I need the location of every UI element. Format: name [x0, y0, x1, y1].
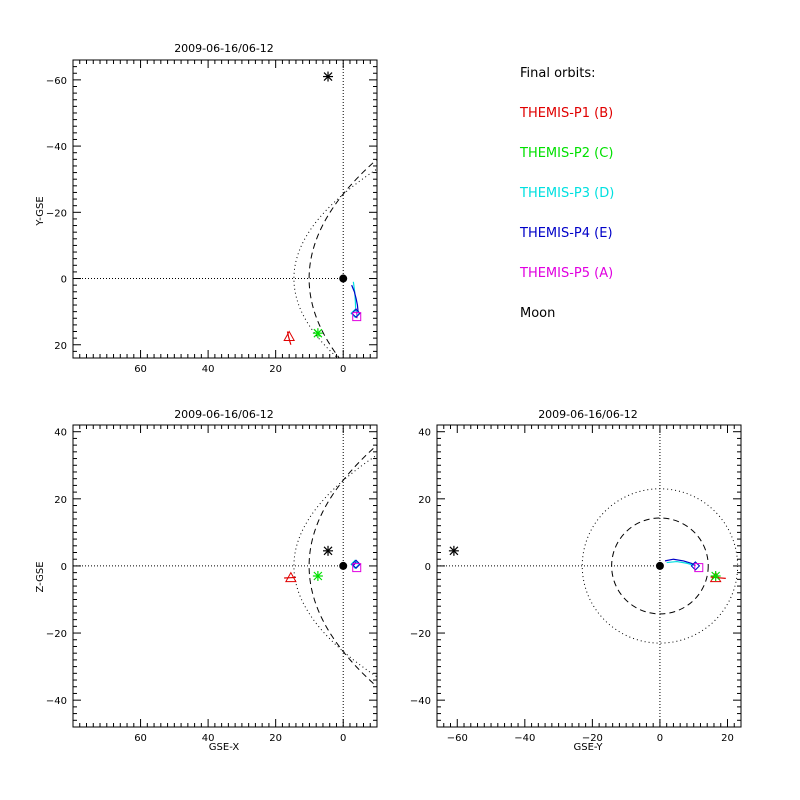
- marker-themis-p5-a: [352, 312, 362, 322]
- marker-moon-stroke: [323, 546, 333, 556]
- panel-xz-ylabel: Z-GSE: [35, 561, 46, 592]
- legend-item-p4: THEMIS-P4 (E): [520, 226, 613, 241]
- x-tick-label: 40: [202, 733, 215, 744]
- marker-themis-p2-c-stroke: [313, 328, 323, 338]
- panel-yz: 2009-06-16/06-12 GSE-Y −60 −40 −20 0 20 −40 −2…: [410, 408, 742, 753]
- marker-moon-stroke: [323, 72, 333, 81]
- marker-themis-p2-c-stroke: [711, 571, 721, 581]
- marker-themis-p2-c: [312, 328, 323, 339]
- panel-yz-xlabel: GSE-Y: [574, 742, 604, 753]
- marker-themis-p1-b: [285, 571, 297, 583]
- y-tick-label: −20: [46, 629, 67, 640]
- legend-heading: Final orbits:: [520, 66, 596, 81]
- marker-themis-p5-a: [352, 563, 362, 573]
- panel-yz-title: 2009-06-16/06-12: [538, 408, 638, 421]
- marker-themis-p1-b: [283, 330, 296, 341]
- marker-themis-p1-b: [709, 571, 722, 583]
- y-tick-label: 40: [418, 428, 431, 439]
- orbit-themis-p3-d: [666, 560, 694, 566]
- legend-item-p5: THEMIS-P5 (A): [520, 266, 614, 281]
- plot-content: [437, 425, 739, 727]
- x-tick-label: 60: [134, 733, 147, 744]
- y-tick-label: 20: [54, 495, 67, 506]
- x-tick-label: 20: [269, 364, 282, 375]
- marker-moon: [323, 71, 334, 82]
- x-tick-label: −40: [514, 733, 535, 744]
- marker-themis-p3-d: [350, 308, 360, 319]
- y-tick-label: −40: [410, 696, 431, 707]
- bow-shock-circle: [581, 488, 739, 644]
- plot-content: [73, 425, 377, 727]
- y-tick-label: −40: [46, 696, 67, 707]
- x-tick-label: −60: [447, 733, 468, 744]
- y-tick-label: 0: [61, 275, 67, 286]
- x-tick-label: 0: [340, 364, 346, 375]
- y-tick-label: 40: [54, 428, 67, 439]
- marker-themis-p4-e: [690, 561, 701, 571]
- plot-content: [73, 60, 377, 358]
- y-tick-label: −40: [46, 142, 67, 153]
- y-tick-label: 0: [61, 562, 67, 573]
- y-tick-label: −60: [46, 76, 67, 87]
- x-tick-label: −20: [582, 733, 603, 744]
- marker-moon: [323, 545, 334, 556]
- marker-themis-p5-a: [694, 563, 704, 573]
- marker-themis-p2-c-stroke: [313, 571, 323, 581]
- x-tick-label: 0: [657, 733, 663, 744]
- earth-marker: [339, 274, 348, 283]
- marker-themis-p4-e: [351, 559, 361, 569]
- marker-themis-p3-d: [350, 559, 360, 569]
- x-tick-label: 0: [340, 733, 346, 744]
- plot-frame: [72, 424, 378, 728]
- plot-frame: [72, 59, 378, 359]
- magnetopause-circle: [611, 517, 709, 615]
- marker-moon: [448, 545, 459, 556]
- legend: Final orbits: THEMIS-P1 (B) THEMIS-P2 (C…: [520, 66, 780, 336]
- panel-xy-title: 2009-06-16/06-12: [174, 42, 274, 55]
- panel-xy-ylabel: Y-GSE: [35, 196, 46, 226]
- legend-item-p1: THEMIS-P1 (B): [520, 106, 614, 121]
- orbit-themis-p1-b: [284, 576, 296, 579]
- x-tick-label: 20: [721, 733, 734, 744]
- legend-item-p3: THEMIS-P3 (D): [520, 186, 615, 201]
- panel-xz-xlabel: GSE-X: [209, 742, 240, 753]
- panel-xz-title: 2009-06-16/06-12: [174, 408, 274, 421]
- x-tick-label: 40: [202, 364, 215, 375]
- legend-item-p2: THEMIS-P2 (C): [520, 146, 614, 161]
- orbit-themis-p4-e: [351, 284, 359, 312]
- panel-xz: 2009-06-16/06-12 Z-GSE GSE-X 60 40 20 0 −40 −…: [35, 408, 378, 753]
- marker-moon-stroke: [449, 546, 459, 556]
- x-tick-label: 60: [134, 364, 147, 375]
- legend-item-moon: Moon: [520, 306, 556, 321]
- marker-themis-p2-c: [710, 571, 721, 581]
- y-tick-label: 20: [54, 341, 67, 352]
- y-tick-label: 20: [418, 495, 431, 506]
- panel-xy: 2009-06-16/06-12 Y-GSE 60 40 20 0 −60 −40 −20 0…: [35, 42, 378, 375]
- earth-marker: [339, 561, 348, 570]
- marker-themis-p4-e: [351, 308, 361, 319]
- marker-themis-p2-c: [312, 571, 323, 581]
- y-tick-label: −20: [410, 629, 431, 640]
- y-tick-label: −20: [46, 208, 67, 219]
- earth-marker: [655, 561, 664, 570]
- y-tick-label: 0: [425, 562, 431, 573]
- x-tick-label: 20: [269, 733, 282, 744]
- plot-frame: [436, 424, 742, 728]
